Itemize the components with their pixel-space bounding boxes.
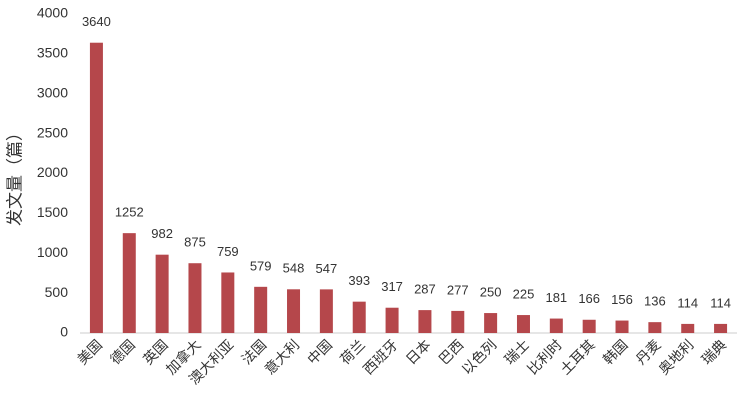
bar [122, 233, 136, 333]
x-tick-label: 意大利 [261, 336, 302, 377]
x-tick-label: 日本 [403, 336, 434, 367]
y-tick-label: 3000 [37, 84, 68, 100]
value-label: 136 [644, 294, 666, 309]
value-label: 875 [184, 235, 206, 250]
bar [188, 263, 202, 333]
bar [385, 307, 399, 333]
bar [451, 310, 465, 333]
bar [418, 310, 432, 333]
x-tick-label: 奥地利 [655, 336, 696, 377]
bar [714, 323, 728, 333]
y-axis-title: 发文量（篇） [5, 124, 24, 226]
value-label: 579 [250, 258, 272, 273]
x-tick-label: 中国 [304, 336, 335, 367]
y-tick-label: 2500 [37, 124, 68, 140]
x-tick-label: 瑞典 [698, 336, 729, 367]
bar [155, 254, 169, 333]
bar [615, 320, 629, 333]
bar [319, 289, 333, 333]
value-label: 166 [578, 291, 600, 306]
bar [582, 319, 596, 333]
y-tick-label: 4000 [37, 5, 68, 21]
value-label: 759 [217, 244, 239, 259]
value-label: 225 [513, 286, 535, 301]
value-label: 114 [710, 295, 731, 310]
value-label: 156 [611, 292, 633, 307]
y-tick-label: 500 [45, 284, 69, 300]
y-tick-label: 3500 [37, 45, 68, 61]
x-tick-label: 韩国 [600, 336, 631, 367]
y-tick-label: 2000 [37, 164, 68, 180]
value-label: 548 [283, 261, 305, 276]
bar [484, 313, 498, 333]
x-tick-label: 土耳其 [557, 336, 598, 377]
bar [254, 286, 268, 333]
y-tick-label: 0 [60, 324, 68, 340]
value-label: 114 [677, 295, 698, 310]
x-tick-label: 以色列 [458, 336, 499, 377]
x-tick-label: 西班牙 [360, 336, 401, 377]
value-label: 317 [381, 279, 403, 294]
bar [89, 42, 103, 334]
value-label: 1252 [115, 205, 144, 220]
x-tick-label: 德国 [107, 336, 138, 367]
value-label: 393 [348, 273, 370, 288]
bar [549, 318, 563, 333]
value-label: 982 [151, 226, 173, 241]
bar [681, 323, 695, 333]
bar [287, 289, 301, 333]
x-tick-label: 比利时 [524, 336, 565, 377]
bar [221, 272, 235, 333]
bar [516, 315, 530, 333]
value-label: 277 [447, 282, 469, 297]
value-label: 3640 [82, 14, 111, 29]
y-tick-label: 1500 [37, 204, 68, 220]
x-tick-label: 美国 [74, 336, 105, 367]
value-label: 250 [480, 285, 502, 300]
value-label: 547 [316, 261, 338, 276]
bar [352, 301, 366, 333]
value-label: 287 [414, 282, 436, 297]
bar [648, 322, 662, 333]
value-label: 181 [545, 290, 567, 305]
y-tick-label: 1000 [37, 244, 68, 260]
